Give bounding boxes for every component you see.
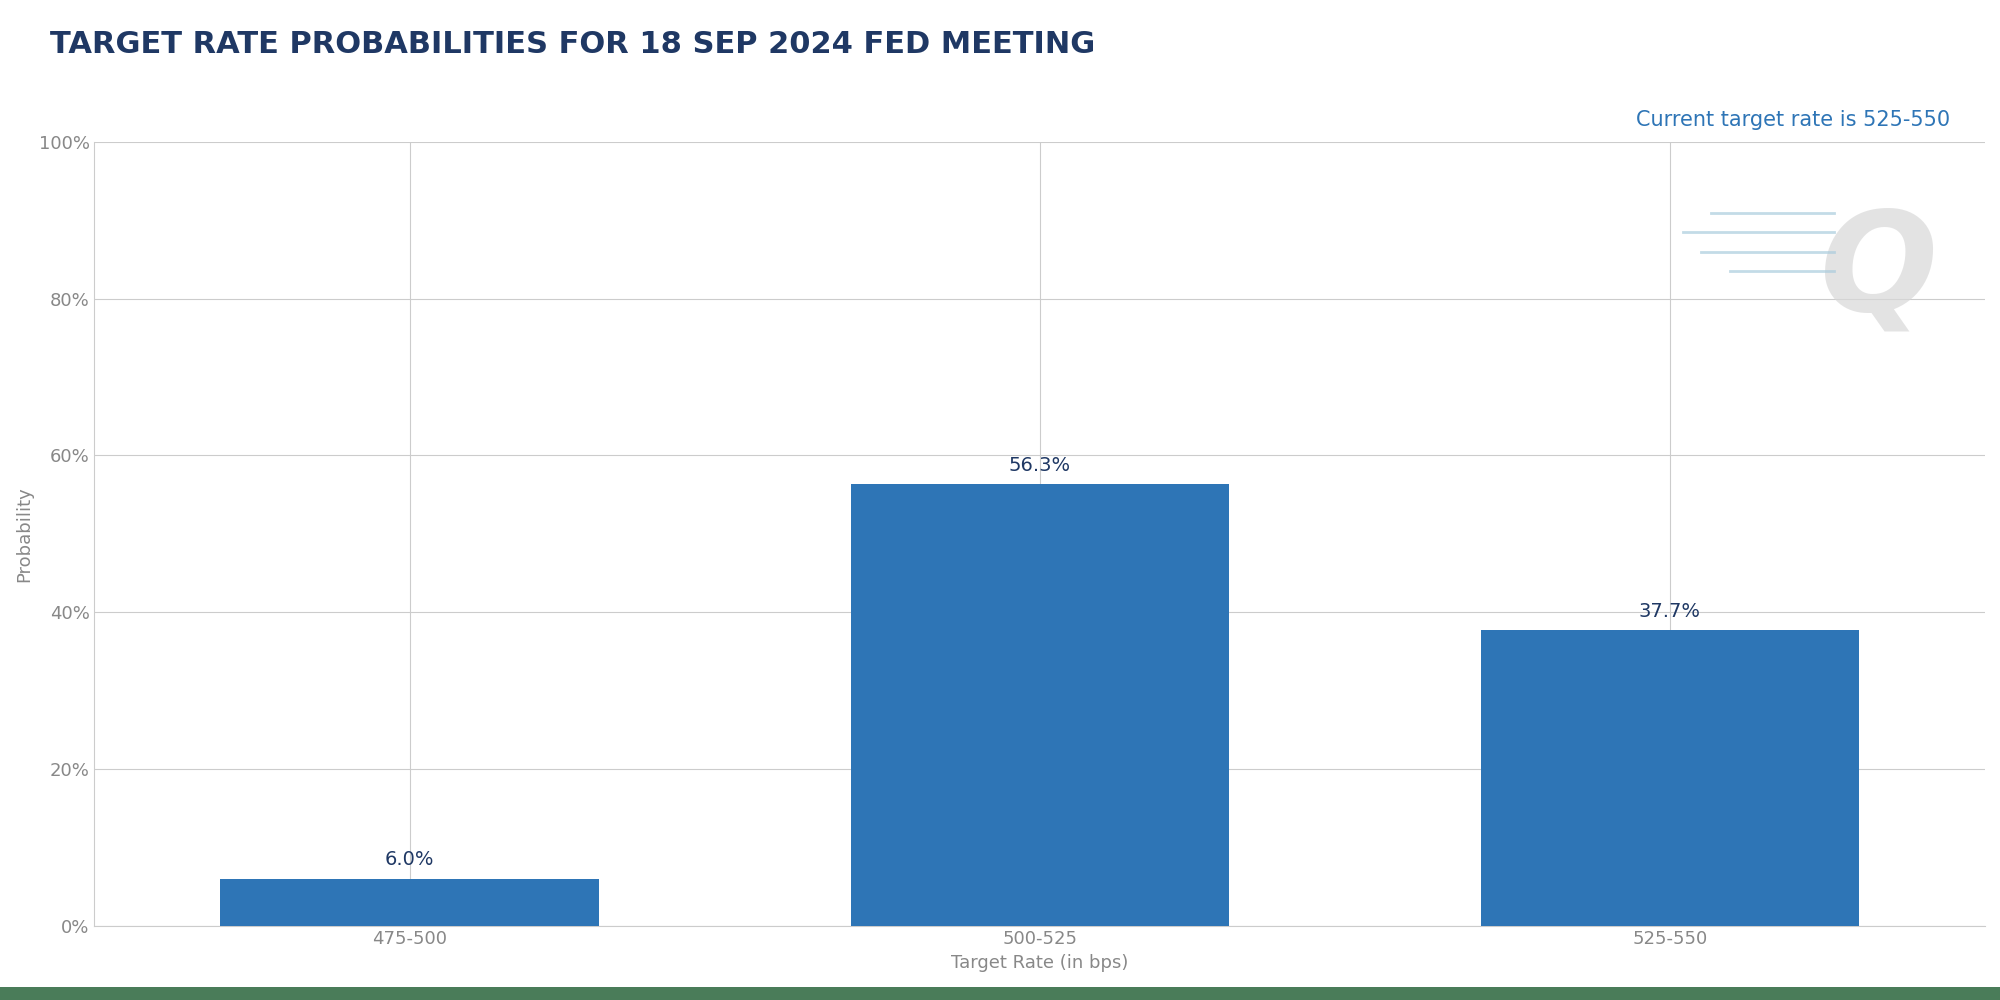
Bar — [1480, 630, 1858, 926]
X-axis label: Target Rate (in bps): Target Rate (in bps) — [952, 954, 1128, 972]
Text: Current target rate is 525-550: Current target rate is 525-550 — [1636, 110, 1950, 130]
Text: TARGET RATE PROBABILITIES FOR 18 SEP 2024 FED MEETING: TARGET RATE PROBABILITIES FOR 18 SEP 202… — [50, 30, 1096, 59]
Bar — [220, 879, 598, 926]
Text: Q: Q — [1820, 205, 1938, 340]
Text: 37.7%: 37.7% — [1638, 602, 1700, 621]
Text: 56.3%: 56.3% — [1008, 456, 1070, 475]
Text: 6.0%: 6.0% — [384, 850, 434, 869]
Y-axis label: Probability: Probability — [14, 486, 32, 582]
Bar — [850, 484, 1228, 926]
